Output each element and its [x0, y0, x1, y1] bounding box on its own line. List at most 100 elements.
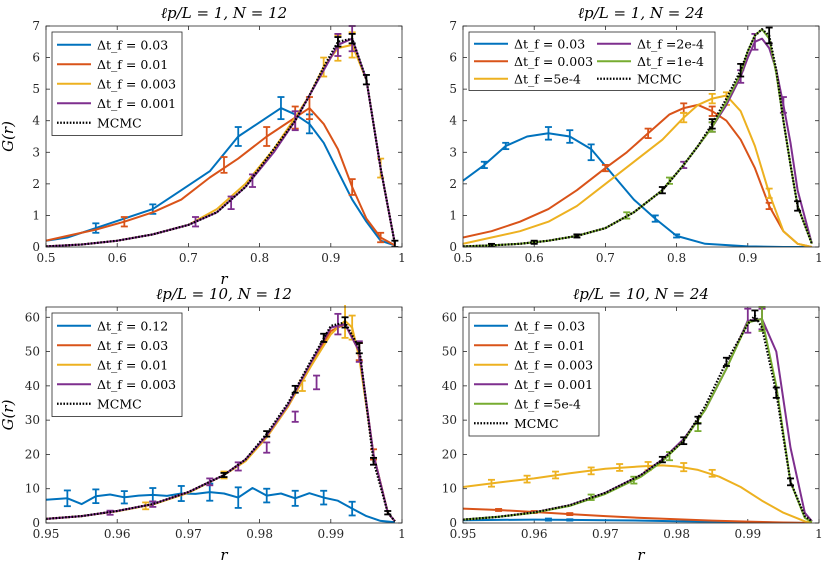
- error-bar: [120, 490, 128, 505]
- x-tick-label: 0.96: [521, 527, 548, 541]
- legend-label-5: Δt_f =5e-4: [514, 396, 581, 411]
- chart-title: ℓp/L = 1, N = 12: [161, 4, 287, 22]
- x-axis-label: r: [220, 270, 228, 288]
- legend-label-6: MCMC: [514, 416, 559, 431]
- error-bar: [530, 239, 538, 245]
- series-line-1: [46, 107, 396, 247]
- legend: Δt_f = 0.03 Δt_f = 0.003 Δt_f =5e-4 Δt_f =2…: [468, 31, 716, 91]
- error-bar: [616, 463, 624, 472]
- x-tick-label: 0.6: [525, 251, 544, 265]
- legend-label-5: MCMC: [97, 115, 142, 130]
- y-tick-label: 10: [442, 482, 457, 496]
- error-bar: [779, 96, 787, 114]
- legend-label-3: Δt_f = 0.003: [514, 357, 593, 372]
- y-tick-label: 0: [32, 240, 40, 254]
- chart-title: ℓp/L = 10, N = 12: [156, 285, 292, 303]
- error-bar: [277, 96, 285, 121]
- legend-label-2: Δt_f = 0.01: [97, 57, 168, 72]
- x-tick-label: 0.8: [250, 251, 269, 265]
- legend-label-3: Δt_f = 0.01: [97, 357, 168, 372]
- axes-box: [45, 306, 403, 524]
- y-tick-label: 4: [32, 114, 40, 128]
- error-bar: [320, 56, 328, 78]
- error-bar: [362, 74, 370, 86]
- error-bar: [370, 456, 378, 466]
- y-axis-label: G(r): [0, 121, 17, 152]
- legend-label-4: Δt_f =2e-4: [637, 36, 704, 51]
- y-tick-label: 5: [32, 82, 40, 96]
- error-bar: [744, 307, 752, 334]
- error-bar: [566, 518, 574, 522]
- error-bar: [673, 233, 681, 239]
- x-tick-label: 0.95: [33, 527, 60, 541]
- chart-panel-2: 0.5 0.6 0.7 0.8 0.9 1 0 1 2 3 4 5 6 7 ℓp/L = 1, N = 24…: [449, 4, 822, 265]
- error-bar: [192, 216, 200, 228]
- error-bar: [487, 478, 495, 488]
- error-bar: [623, 211, 631, 220]
- error-bar: [708, 92, 716, 105]
- y-tick-label: 5: [449, 82, 457, 96]
- error-bar: [248, 173, 256, 188]
- x-tick-label: 0.5: [36, 251, 55, 265]
- y-tick-label: 30: [442, 413, 457, 427]
- legend-label-1: Δt_f = 0.03: [514, 318, 585, 333]
- x-tick-label: 0.96: [104, 527, 131, 541]
- x-tick-label: 0.99: [734, 527, 761, 541]
- legend-label-4: Δt_f = 0.001: [514, 377, 593, 392]
- error-bar: [644, 127, 652, 139]
- error-bar: [587, 466, 595, 476]
- error-bar: [291, 489, 299, 507]
- legend-label-5: MCMC: [97, 396, 142, 411]
- y-tick-label: 7: [449, 19, 457, 33]
- error-bar: [313, 374, 321, 391]
- error-bar: [348, 178, 356, 196]
- axes-box: [45, 25, 403, 248]
- y-tick-label: 20: [25, 447, 40, 461]
- error-bar: [263, 430, 271, 438]
- error-bar: [391, 239, 399, 247]
- y-tick-label: 0: [32, 516, 40, 530]
- x-tick-label: 0.95: [450, 527, 477, 541]
- error-bar: [601, 164, 609, 173]
- y-axis-label: G(r): [0, 399, 17, 430]
- chart-title: ℓp/L = 1, N = 24: [578, 4, 704, 22]
- error-bar: [552, 470, 560, 480]
- error-bar: [92, 488, 100, 505]
- error-bar: [737, 62, 745, 78]
- y-tick-label: 3: [449, 145, 457, 159]
- error-bar: [320, 489, 328, 506]
- error-bar: [334, 36, 342, 48]
- legend-label-3: Δt_f =5e-4: [514, 71, 581, 86]
- x-tick-label: 1: [815, 251, 823, 265]
- chart-panel-1: 0.5 0.6 0.7 0.8 0.9 1 0 1 2 3 4 5 6 7 ℓp/L = 1, N = 12…: [0, 4, 406, 288]
- error-bar: [92, 222, 100, 234]
- error-bar: [765, 201, 773, 211]
- error-bar: [377, 231, 385, 244]
- error-bar: [291, 384, 299, 394]
- legend-box: [468, 312, 600, 437]
- series-line-2: [46, 107, 396, 247]
- legend-label-4: Δt_f = 0.003: [97, 377, 176, 392]
- series-line-1: [46, 487, 395, 523]
- plot-series-group: [463, 26, 813, 247]
- y-tick-label: 6: [449, 51, 457, 65]
- error-bar: [573, 233, 581, 239]
- x-tick-label: 0.7: [596, 251, 615, 265]
- x-tick-label: 0.9: [738, 251, 757, 265]
- x-tick-label: 1: [815, 527, 823, 541]
- series-line-1: [463, 132, 812, 247]
- error-bar: [694, 415, 702, 425]
- error-bar: [263, 441, 271, 454]
- axes-box: [462, 25, 820, 248]
- error-bar: [787, 477, 795, 487]
- plot-series-group: [463, 306, 813, 523]
- chart-title: ℓp/L = 10, N = 24: [573, 285, 709, 303]
- x-tick-label: 1: [398, 251, 406, 265]
- y-tick-label: 40: [25, 379, 40, 393]
- y-tick-label: 4: [449, 114, 457, 128]
- y-tick-label: 3: [32, 145, 40, 159]
- legend-box: [468, 31, 716, 91]
